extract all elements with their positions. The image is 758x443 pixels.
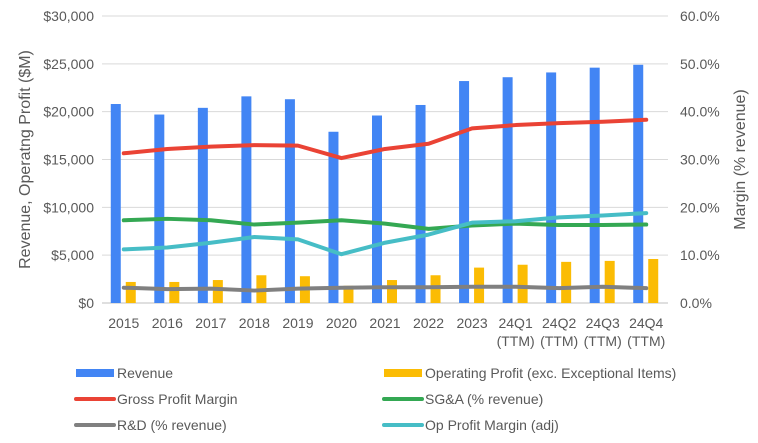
y2-tick-label: 40.0% (680, 104, 720, 120)
x-tick-label: 24Q1 (TTM) (497, 315, 535, 349)
bar (459, 81, 470, 303)
x-tick-label: 2020 (326, 315, 357, 331)
bar (648, 258, 659, 303)
bar (517, 264, 528, 303)
y2-axis-title: Margin (% revenue) (732, 89, 749, 230)
y-tick-label: $15,000 (43, 152, 94, 168)
series-line (121, 284, 649, 293)
x-tick-label: 2016 (152, 315, 183, 331)
y2-tick-label: 50.0% (680, 56, 720, 72)
bar (502, 77, 513, 303)
bar (241, 96, 252, 303)
bar (154, 114, 165, 303)
legend-label: Revenue (117, 365, 173, 381)
x-tick-label: 2019 (282, 315, 313, 331)
x-tick-label: 24Q4 (TTM) (627, 315, 665, 349)
bar (110, 104, 121, 303)
bar (328, 131, 339, 303)
bar (197, 107, 208, 303)
bar (415, 104, 426, 303)
bar (561, 261, 572, 303)
x-tick-label: 2022 (413, 315, 444, 331)
bar (589, 67, 600, 303)
x-tick-label: 2015 (108, 315, 139, 331)
x-tick-label: 2017 (195, 315, 226, 331)
y-tick-label: $25,000 (43, 56, 94, 72)
legend-label: Gross Profit Margin (117, 391, 238, 407)
y-tick-label: $0 (78, 295, 94, 311)
legend-label: Op Profit Margin (adj) (425, 417, 559, 433)
y2-tick-label: 30.0% (680, 152, 720, 168)
x-tick-label: 2023 (456, 315, 487, 331)
legend-label: Operating Profit (exc. Exceptional Items… (425, 365, 676, 381)
x-tick-label: 2018 (239, 315, 270, 331)
bar (387, 280, 397, 303)
y2-tick-label: 20.0% (680, 199, 720, 215)
bar (343, 285, 354, 303)
bar (125, 281, 136, 303)
y-tick-label: $5,000 (51, 247, 94, 263)
y-tick-label: $20,000 (43, 104, 94, 120)
series-line (121, 216, 649, 231)
legend-swatch (384, 369, 422, 377)
bar (604, 260, 615, 303)
x-tick-label: 2021 (369, 315, 400, 331)
bar (169, 281, 180, 303)
y2-tick-label: 0.0% (680, 295, 712, 311)
bar (546, 72, 557, 304)
bar (284, 99, 295, 303)
legend-label: R&D (% revenue) (117, 417, 227, 433)
bar (633, 64, 644, 303)
bar (372, 115, 382, 303)
y2-tick-label: 10.0% (680, 247, 720, 263)
y-tick-label: $10,000 (43, 199, 94, 215)
y-axis-title: Revenue, Operatng Profit ($M) (17, 50, 34, 269)
series-line (121, 211, 649, 257)
y2-tick-label: 60.0% (680, 8, 720, 24)
legend-label: SG&A (% revenue) (425, 391, 543, 407)
x-tick-label: 24Q2 (TTM) (540, 315, 578, 349)
y-tick-label: $30,000 (43, 8, 94, 24)
bar (212, 280, 223, 303)
series-line (121, 117, 649, 161)
legend-swatch (76, 369, 114, 377)
x-tick-label: 24Q3 (TTM) (584, 315, 622, 349)
